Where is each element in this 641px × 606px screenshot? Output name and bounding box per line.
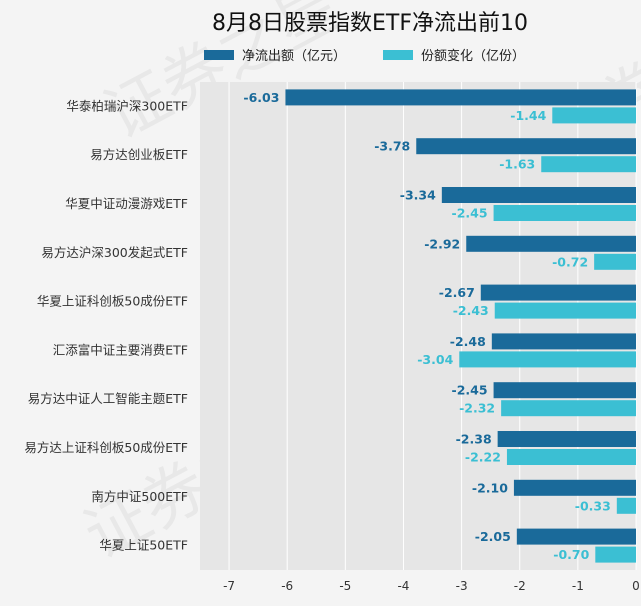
data-label: -3.04 [417, 352, 453, 367]
category-label: 华夏中证动漫游戏ETF [65, 196, 188, 211]
plot-area [200, 82, 636, 570]
bar-share-change [459, 351, 636, 368]
bar-share-change [595, 546, 636, 563]
category-label: 易方达创业板ETF [90, 147, 188, 162]
category-label: 易方达上证科创板50成份ETF [24, 440, 188, 455]
x-tick-label: -6 [281, 579, 293, 593]
bar-net-outflow [491, 333, 636, 350]
x-tick-label: -5 [339, 579, 351, 593]
data-label: -2.38 [456, 432, 492, 447]
x-tick-label: -3 [456, 579, 468, 593]
data-label: -2.32 [459, 401, 495, 416]
bar-net-outflow [285, 89, 636, 106]
data-label: -2.48 [450, 334, 486, 349]
data-label: -2.45 [452, 383, 488, 398]
bar-share-change [494, 302, 636, 319]
bar-share-change [493, 205, 636, 221]
bar-net-outflow [513, 479, 636, 496]
x-tick-label: -4 [397, 579, 409, 593]
bar-net-outflow [441, 187, 636, 203]
bar-net-outflow [480, 284, 636, 301]
data-label: -2.10 [472, 480, 508, 495]
data-label: -2.67 [439, 285, 475, 300]
category-label: 南方中证500ETF [91, 489, 188, 504]
bar-share-change [594, 253, 636, 270]
category-label: 易方达沪深300发起式ETF [41, 245, 188, 260]
bar-share-change [552, 107, 636, 124]
legend-swatch-net-outflow [204, 50, 234, 60]
bar-share-change [506, 449, 636, 465]
bar-share-change [616, 497, 636, 514]
x-tick-label: -2 [514, 579, 526, 593]
legend-label-share-change: 份额变化（亿份） [421, 48, 525, 64]
legend-swatch-share-change [383, 50, 413, 60]
x-axis-ticks: -7 -6 -5 -4 -3 -2 -1 0 [223, 579, 640, 593]
category-labels: 华泰柏瑞沪深300ETF 易方达创业板ETF 华夏中证动漫游戏ETF 易方达沪深300… [24, 98, 188, 552]
bar-share-change [541, 156, 636, 173]
chart-title: 8月8日股票指数ETF净流出前10 [212, 11, 528, 36]
data-label: -1.44 [510, 108, 546, 123]
x-tick-label: 0 [632, 579, 640, 593]
data-label: -3.34 [400, 188, 436, 203]
data-label: -3.78 [374, 139, 410, 154]
data-label: -2.22 [465, 450, 501, 465]
data-label: -0.72 [552, 254, 588, 269]
data-label: -2.05 [475, 529, 511, 544]
category-label: 华泰柏瑞沪深300ETF [66, 98, 188, 113]
bar-net-outflow [493, 382, 636, 399]
category-label: 华夏上证50ETF [99, 538, 188, 553]
legend-label-net-outflow: 净流出额（亿元） [242, 49, 346, 64]
category-label: 华夏上证科创板50成份ETF [37, 294, 188, 309]
bar-net-outflow [497, 431, 636, 447]
data-label: -0.33 [575, 498, 611, 513]
category-label: 汇添富中证主要消费ETF [53, 342, 188, 357]
bar-net-outflow [516, 528, 636, 545]
data-label: -2.43 [453, 303, 489, 318]
bar-share-change [501, 400, 636, 417]
bar-net-outflow [466, 235, 636, 252]
data-label: -2.92 [424, 236, 460, 251]
data-label: -2.45 [452, 206, 488, 221]
x-tick-label: -1 [572, 579, 584, 593]
data-label: -0.70 [553, 547, 589, 562]
bar-net-outflow [416, 138, 636, 155]
data-label: -1.63 [499, 157, 535, 172]
bars: -6.03 -1.44 -3.78 -1.63 -3.34 -2.45 -2.92 -0.72… [243, 89, 636, 563]
x-tick-label: -7 [223, 579, 235, 593]
category-label: 易方达中证人工智能主题ETF [28, 391, 188, 406]
data-label: -6.03 [243, 90, 279, 105]
legend: 净流出额（亿元） 份额变化（亿份） [204, 48, 525, 64]
